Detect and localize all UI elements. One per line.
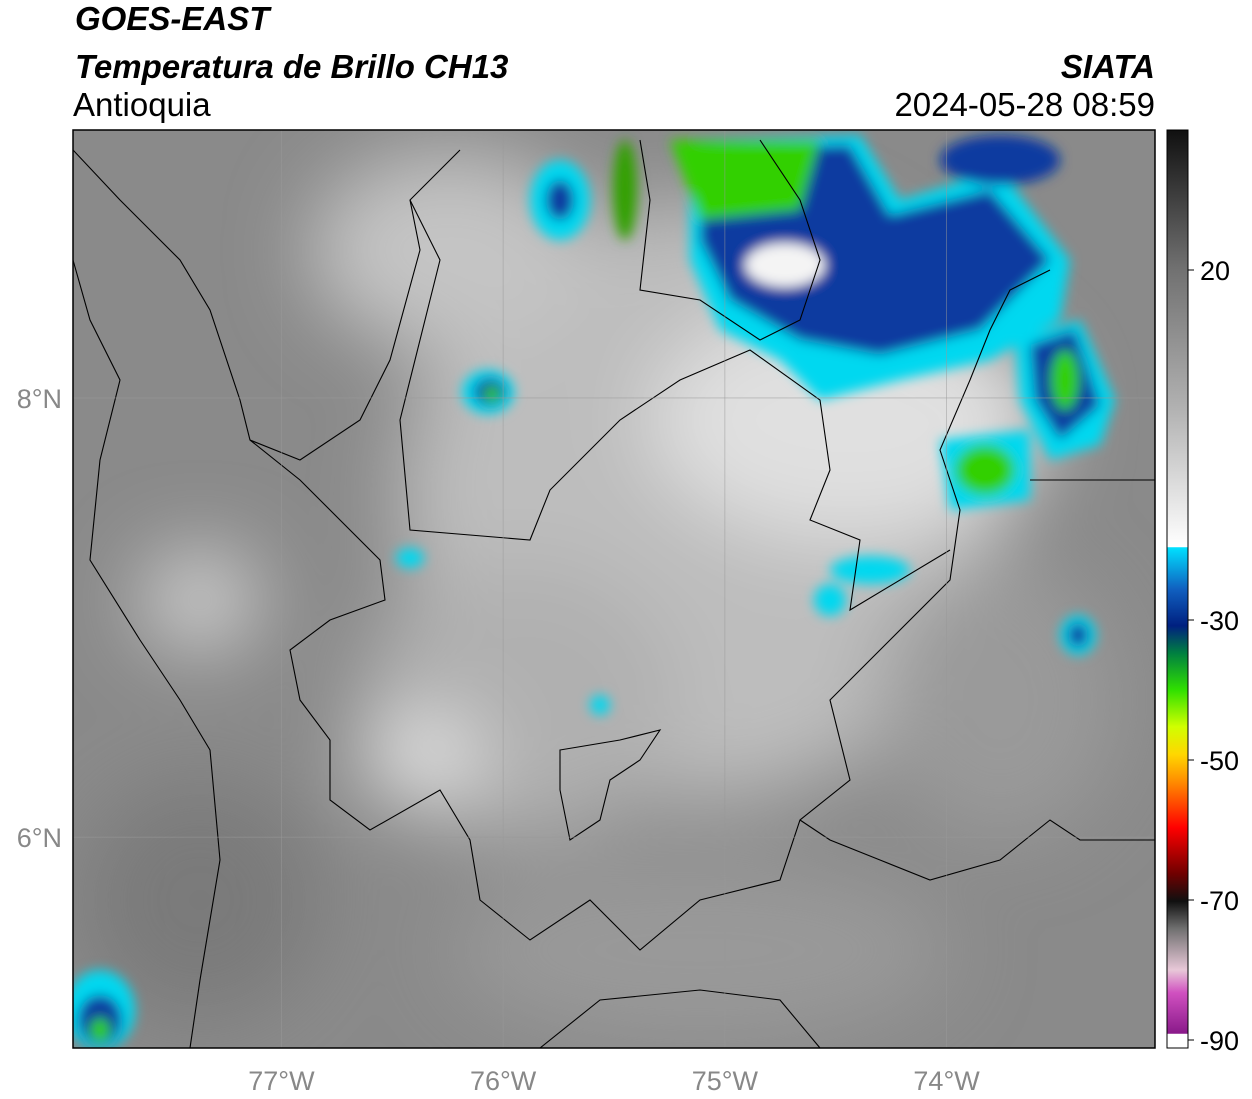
satellite-image: [73, 130, 1155, 1048]
cold-clouds: [73, 135, 1115, 1048]
colorbar-tick-label: -90: [1200, 1026, 1239, 1056]
title: GOES-EAST: [75, 0, 272, 37]
lon-tick-label: 74°W: [913, 1066, 980, 1096]
subtitle: Temperatura de Brillo CH13: [75, 48, 508, 85]
graticule: [73, 130, 1155, 1048]
lon-tick-label: 77°W: [248, 1066, 315, 1096]
datetime: 2024-05-28 08:59: [894, 86, 1155, 123]
source: SIATA: [1061, 48, 1155, 85]
lon-tick-label: 75°W: [692, 1066, 759, 1096]
region: Antioquia: [73, 86, 211, 123]
colorbar-tick-label: -30: [1200, 606, 1239, 636]
lat-tick-label: 6°N: [17, 823, 62, 853]
lat-tick-label: 8°N: [17, 384, 62, 414]
colorbar-tick-label: -70: [1200, 886, 1239, 916]
map-frame: [72, 129, 1156, 1049]
colorbar-tick-label: -50: [1200, 746, 1239, 776]
axes: 77°W 76°W 75°W 74°W 8°N 6°N 20 -30 -50 -70 -90: [17, 256, 1239, 1096]
colorbar-tick-label: 20: [1200, 256, 1230, 286]
lon-tick-label: 76°W: [470, 1066, 537, 1096]
boundaries: [73, 139, 1155, 1048]
colorbar: [1166, 129, 1189, 1049]
